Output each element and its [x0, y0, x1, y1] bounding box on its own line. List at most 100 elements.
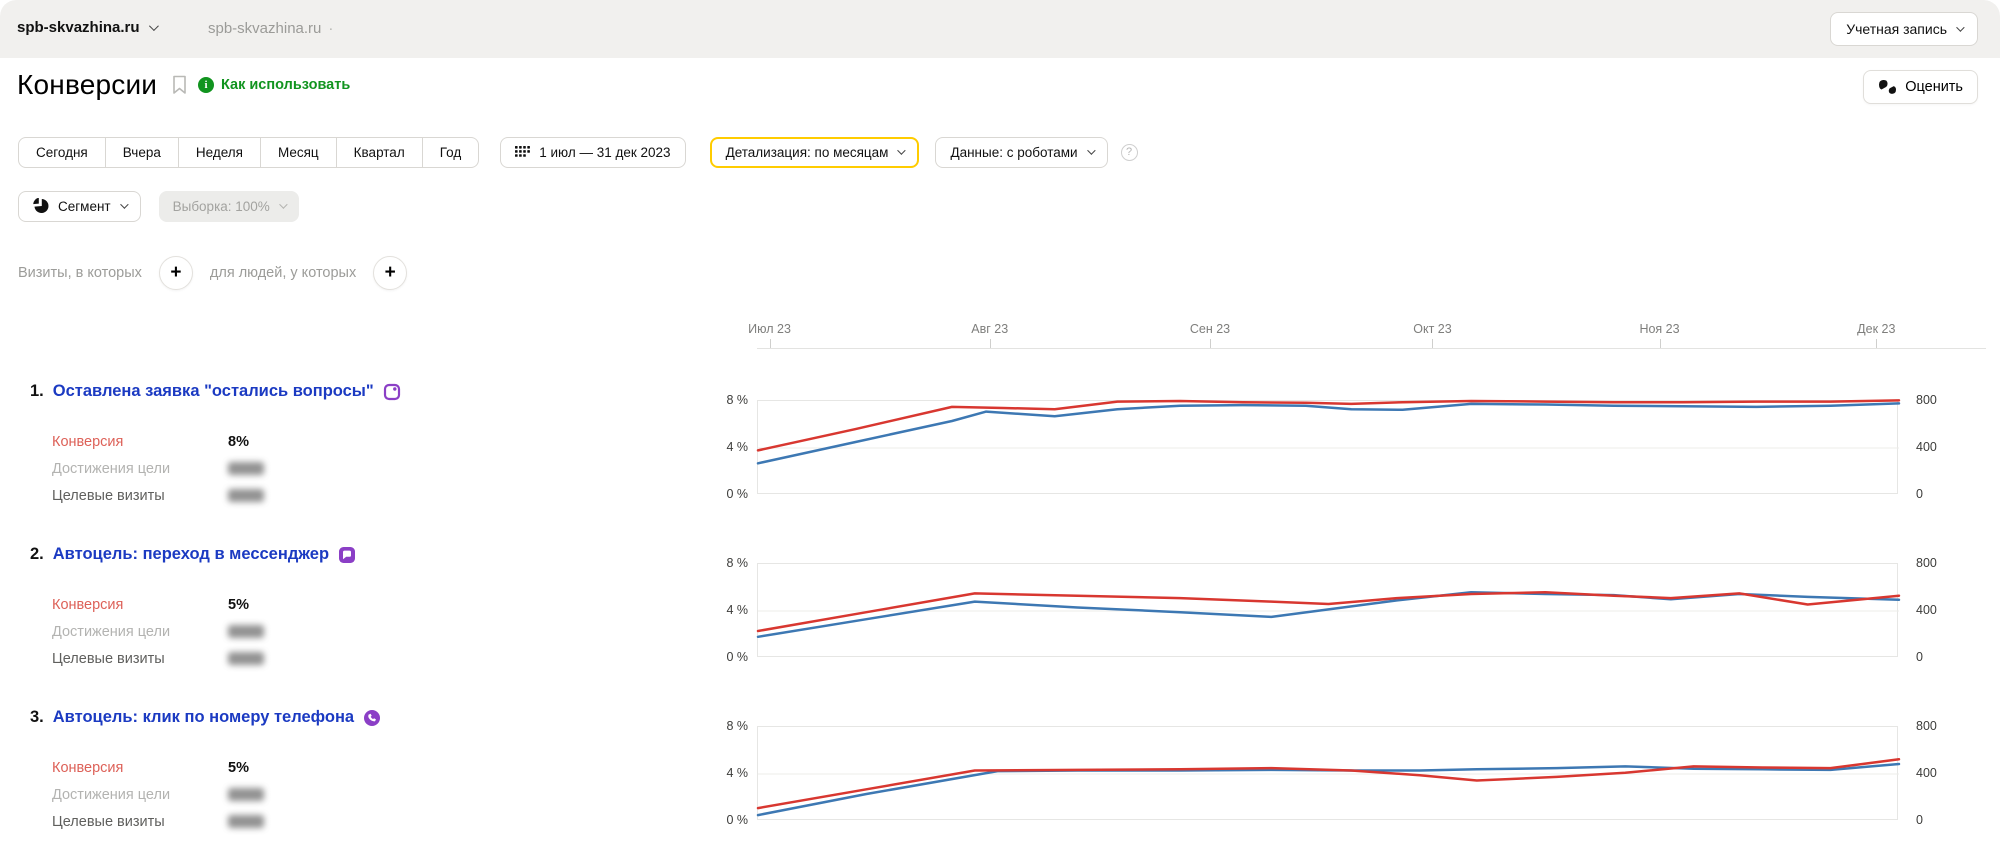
counter-secondary[interactable]: spb-skvazhina.ru·: [208, 20, 333, 37]
add-people-condition-button[interactable]: +: [373, 256, 407, 290]
page-title: Конверсии: [17, 69, 157, 101]
month-tick-label: Ноя 23: [1639, 322, 1679, 336]
calendar-dots-icon: [515, 146, 530, 159]
messenger-goal-icon: [338, 546, 356, 564]
chart-plot-area[interactable]: [757, 400, 1898, 494]
conversion-label: Конверсия: [52, 597, 228, 613]
goal-title-link[interactable]: Автоцель: клик по номеру телефона: [53, 708, 354, 727]
segment-builder-row: Визиты, в которых + для людей, у которых…: [0, 254, 2000, 292]
goal-reaches-label: Достижения цели: [52, 624, 228, 640]
goal-title-link[interactable]: Оставлена заявка "остались вопросы": [53, 382, 374, 401]
people-condition-label: для людей, у которых: [210, 265, 356, 281]
segment-button[interactable]: Сегмент: [18, 191, 141, 222]
filter-row: Сегодня Вчера Неделя Месяц Квартал Год 1…: [0, 136, 2000, 168]
goal-reaches-value-redacted: [228, 462, 264, 475]
goal-stats: Конверсия5% Достижения цели Целевые визи…: [52, 591, 264, 672]
blue-line-series: [758, 764, 1899, 815]
goal-stats: Конверсия8% Достижения цели Целевые визи…: [52, 428, 264, 509]
detail-dropdown[interactable]: Детализация: по месяцам: [710, 137, 920, 168]
date-range-button[interactable]: 1 июл — 31 дек 2023: [500, 137, 685, 168]
y-axis-left-tick: 0 %: [704, 486, 748, 502]
conversion-value: 5%: [228, 760, 249, 776]
y-axis-right-tick: 0: [1916, 812, 1923, 828]
pie-chart-icon: [33, 198, 49, 214]
goal-chart: 8 %4 %0 % 8004000: [704, 726, 1994, 826]
chart-month-axis: Июл 23Авг 23Сен 23Окт 23Ноя 23Дек 23: [757, 322, 1898, 348]
period-month-button[interactable]: Месяц: [261, 137, 337, 168]
y-axis-left-tick: 4 %: [704, 765, 748, 781]
month-tick-label: Авг 23: [971, 322, 1008, 336]
goal-chart: 8 %4 %0 % 8004000: [704, 563, 1994, 663]
goal-stats: Конверсия5% Достижения цели Целевые визи…: [52, 754, 264, 835]
goal-row: 1. Оставлена заявка "остались вопросы" К…: [0, 370, 2000, 533]
goal-visits-label: Целевые визиты: [52, 488, 228, 504]
y-axis-right-tick: 800: [1916, 718, 1937, 734]
goal-chart: 8 %4 %0 % 8004000: [704, 400, 1994, 500]
chevron-down-icon: [898, 146, 906, 154]
y-axis-left-tick: 4 %: [704, 439, 748, 455]
chevron-down-icon: [149, 21, 159, 31]
goal-number: 3.: [30, 708, 44, 727]
month-tick-label: Окт 23: [1413, 322, 1451, 336]
conversion-label: Конверсия: [52, 434, 228, 450]
goal-visits-label: Целевые визиты: [52, 651, 228, 667]
chevron-down-icon: [279, 200, 287, 208]
period-segmented-control: Сегодня Вчера Неделя Месяц Квартал Год: [18, 137, 479, 168]
month-tick-label: Сен 23: [1190, 322, 1230, 336]
y-axis-left-tick: 8 %: [704, 555, 748, 571]
period-week-button[interactable]: Неделя: [179, 137, 261, 168]
account-button[interactable]: Учетная запись: [1830, 12, 1978, 46]
y-axis-right-tick: 0: [1916, 649, 1923, 665]
conversion-label: Конверсия: [52, 760, 228, 776]
chevron-down-icon: [1956, 23, 1964, 31]
conversion-value: 8%: [228, 434, 249, 450]
counter-name: spb-skvazhina.ru: [17, 19, 140, 36]
add-visit-condition-button[interactable]: +: [159, 256, 193, 290]
counter-switcher[interactable]: spb-skvazhina.ru: [17, 19, 156, 36]
goal-visits-value-redacted: [228, 815, 264, 828]
how-to-use-link[interactable]: i Как использовать: [198, 77, 350, 93]
y-axis-right-tick: 800: [1916, 392, 1937, 408]
goal-number: 1.: [30, 382, 44, 401]
blue-line-series: [758, 592, 1899, 637]
period-quarter-button[interactable]: Квартал: [337, 137, 423, 168]
data-mode-dropdown[interactable]: Данные: с роботами: [935, 137, 1107, 168]
title-row: Конверсии i Как использовать Оценить: [0, 66, 2000, 112]
chart-plot-area[interactable]: [757, 563, 1898, 657]
period-yesterday-button[interactable]: Вчера: [106, 137, 179, 168]
goal-row: 3. Автоцель: клик по номеру телефона Кон…: [0, 696, 2000, 859]
month-tick-label: Дек 23: [1857, 322, 1895, 336]
rate-button[interactable]: Оценить: [1863, 70, 1978, 104]
metrica-conversions-page: spb-skvazhina.ru spb-skvazhina.ru· Учетн…: [0, 0, 2000, 868]
conversion-value: 5%: [228, 597, 249, 613]
visits-condition-label: Визиты, в которых: [18, 265, 142, 281]
goal-reaches-label: Достижения цели: [52, 461, 228, 477]
goal-visits-value-redacted: [228, 652, 264, 665]
bookmark-icon[interactable]: [172, 75, 187, 100]
y-axis-left-tick: 0 %: [704, 812, 748, 828]
period-today-button[interactable]: Сегодня: [18, 137, 106, 168]
goal-reaches-label: Достижения цели: [52, 787, 228, 803]
red-line-series: [758, 592, 1899, 631]
y-axis-right-tick: 400: [1916, 439, 1937, 455]
goal-number: 2.: [30, 545, 44, 564]
y-axis-right-tick: 800: [1916, 555, 1937, 571]
y-axis-left-tick: 8 %: [704, 392, 748, 408]
y-axis-left-tick: 0 %: [704, 649, 748, 665]
y-axis-right-tick: 400: [1916, 602, 1937, 618]
phone-goal-icon: [363, 709, 381, 727]
segment-row: Сегмент Выборка: 100%: [0, 190, 2000, 222]
goal-title-link[interactable]: Автоцель: переход в мессенджер: [53, 545, 329, 564]
goal-visits-label: Целевые визиты: [52, 814, 228, 830]
y-axis-right-tick: 400: [1916, 765, 1937, 781]
y-axis-left-tick: 4 %: [704, 602, 748, 618]
period-year-button[interactable]: Год: [423, 137, 480, 168]
help-icon[interactable]: ?: [1121, 144, 1138, 161]
sampling-dropdown[interactable]: Выборка: 100%: [159, 191, 299, 222]
chart-axis-line: [757, 348, 1986, 349]
info-icon: i: [198, 77, 214, 93]
goal-visits-value-redacted: [228, 489, 264, 502]
goal-reaches-value-redacted: [228, 625, 264, 638]
chart-plot-area[interactable]: [757, 726, 1898, 820]
month-tick-label: Июл 23: [748, 322, 791, 336]
